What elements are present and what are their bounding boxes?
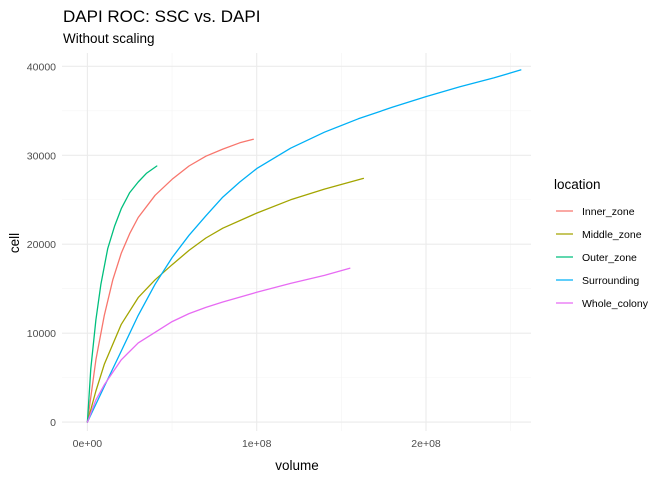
x-tick-label: 1e+08 (242, 438, 272, 450)
x-tick-label: 2e+08 (411, 438, 441, 450)
series-line-inner-zone (86, 138, 254, 423)
plot-area (62, 53, 531, 431)
y-tick-label: 0 (50, 417, 56, 429)
y-tick-label: 20000 (27, 239, 56, 251)
y-tick-label: 10000 (27, 328, 56, 340)
series-layer (86, 69, 522, 423)
grid-minor (62, 53, 531, 431)
chart-subtitle: Without scaling (63, 31, 155, 46)
legend-label: Outer_zone (582, 252, 637, 264)
legend-label: Whole_colony (582, 298, 649, 310)
x-axis-ticks: 0e+00 1e+08 2e+08 (73, 438, 441, 450)
chart-title: DAPI ROC: SSC vs. DAPI (63, 7, 260, 26)
y-tick-label: 40000 (27, 61, 56, 73)
series-line-whole-colony (86, 267, 351, 423)
x-axis-title: volume (275, 458, 319, 473)
legend-label: Inner_zone (582, 206, 635, 218)
legend-item: Whole_colony (556, 298, 649, 310)
legend-item: Middle_zone (556, 229, 642, 241)
legend-label: Surrounding (582, 275, 639, 287)
grid-major (62, 53, 531, 431)
legend-label: Middle_zone (582, 229, 642, 241)
legend-title: location (554, 177, 601, 192)
legend-item: Outer_zone (556, 252, 637, 264)
series-line-surrounding (86, 69, 522, 423)
series-line-outer-zone (86, 165, 158, 423)
legend-item: Surrounding (556, 275, 639, 287)
series-line-middle-zone (86, 177, 365, 423)
legend-item: Inner_zone (556, 206, 635, 218)
x-tick-label: 0e+00 (73, 438, 103, 450)
legend: location Inner_zone Middle_zone Outer_zone… (554, 177, 649, 310)
y-axis-title: cell (7, 233, 22, 253)
y-axis-ticks: 0 10000 20000 30000 40000 (27, 61, 56, 429)
legend-items: Inner_zone Middle_zone Outer_zone Surroundi… (556, 206, 649, 310)
y-tick-label: 30000 (27, 150, 56, 162)
